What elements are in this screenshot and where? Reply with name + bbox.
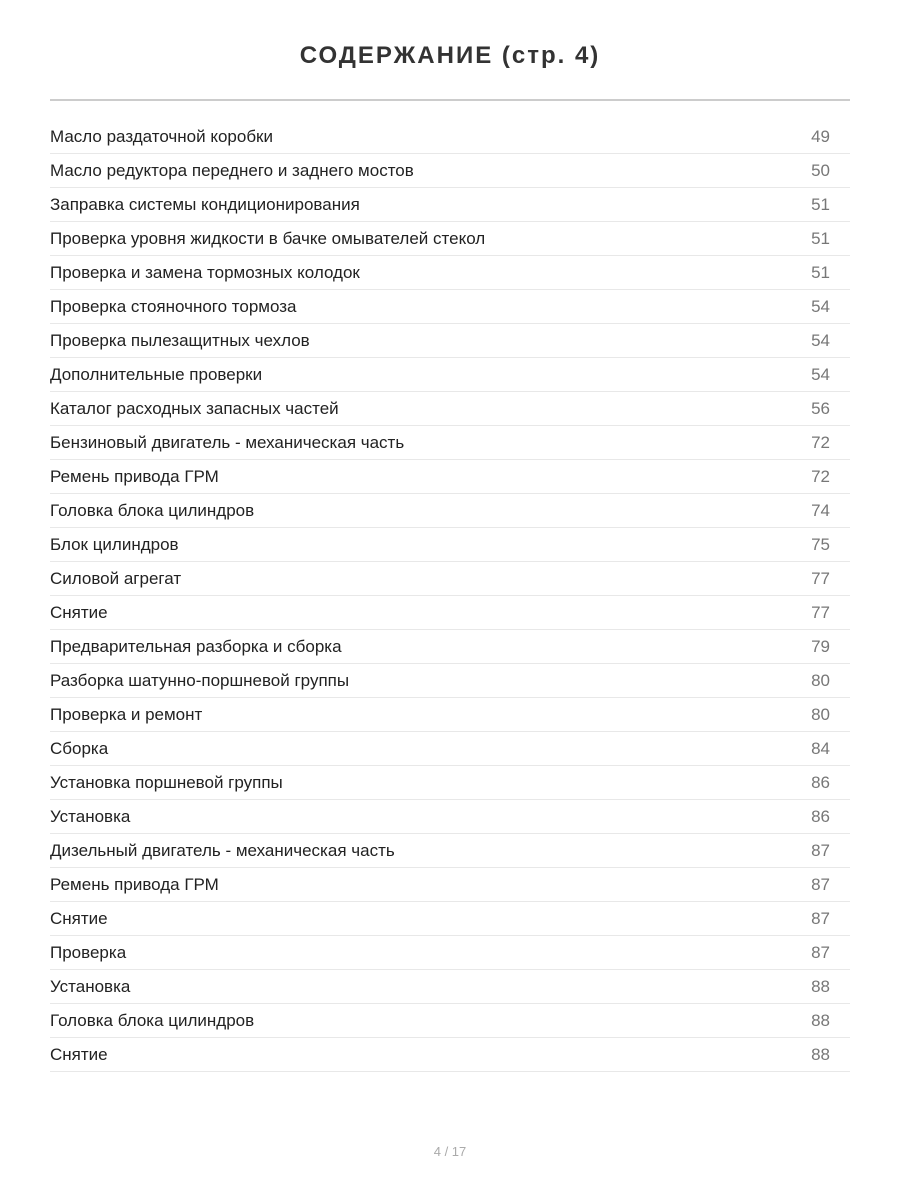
toc-entry[interactable]: Снятие 87: [50, 902, 850, 936]
toc-entry[interactable]: Дополнительные проверки 54: [50, 358, 850, 392]
toc-entry-title: Установка: [50, 976, 131, 996]
toc-entry-page: 88: [811, 976, 830, 996]
toc-entry-title: Заправка системы кондиционирования: [50, 194, 360, 214]
toc-entry-page: 88: [811, 1010, 830, 1030]
toc-entry-title: Снятие: [50, 1044, 108, 1064]
toc-entry[interactable]: Проверка уровня жидкости в бачке омывате…: [50, 222, 850, 256]
toc-entry[interactable]: Установка 88: [50, 970, 850, 1004]
toc-entry-title: Блок цилиндров: [50, 534, 179, 554]
toc-entry[interactable]: Разборка шатунно-поршневой группы 80: [50, 664, 850, 698]
toc-entry-title: Проверка: [50, 942, 127, 962]
toc-entry-page: 84: [811, 738, 830, 758]
toc-entry-page: 51: [811, 262, 830, 282]
toc-entry[interactable]: Установка поршневой группы 86: [50, 766, 850, 800]
toc-entry-page: 74: [811, 500, 830, 520]
toc-entry-title: Проверка и ремонт: [50, 704, 203, 724]
toc-entry-page: 80: [811, 670, 830, 690]
toc-entry[interactable]: Проверка и ремонт 80: [50, 698, 850, 732]
toc-entry-title: Установка поршневой группы: [50, 772, 283, 792]
toc-entry-title: Дизельный двигатель - механическая часть: [50, 840, 395, 860]
toc-list: Масло раздаточной коробки 49 Масло редукто…: [50, 120, 850, 1072]
toc-entry-page: 72: [811, 466, 830, 486]
toc-entry-title: Снятие: [50, 602, 108, 622]
toc-entry-page: 87: [811, 942, 830, 962]
toc-entry-title: Разборка шатунно-поршневой группы: [50, 670, 350, 690]
toc-entry[interactable]: Снятие 88: [50, 1038, 850, 1072]
toc-entry-title: Снятие: [50, 908, 108, 928]
toc-entry-page: 87: [811, 908, 830, 928]
toc-entry-title: Масло редуктора переднего и заднего мост…: [50, 160, 414, 180]
toc-entry[interactable]: Ремень привода ГРМ 72: [50, 460, 850, 494]
toc-entry-page: 87: [811, 874, 830, 894]
toc-entry-title: Головка блока цилиндров: [50, 1010, 255, 1030]
toc-entry-page: 54: [811, 296, 830, 316]
toc-entry-title: Головка блока цилиндров: [50, 500, 255, 520]
toc-entry[interactable]: Ремень привода ГРМ 87: [50, 868, 850, 902]
toc-entry-title: Сборка: [50, 738, 109, 758]
toc-entry-page: 54: [811, 364, 830, 384]
toc-entry-title: Каталог расходных запасных частей: [50, 398, 339, 418]
toc-entry[interactable]: Сборка 84: [50, 732, 850, 766]
toc-entry-title: Предварительная разборка и сборка: [50, 636, 342, 656]
toc-entry-title: Ремень привода ГРМ: [50, 874, 219, 894]
toc-entry-title: Бензиновый двигатель - механическая част…: [50, 432, 405, 452]
toc-entry[interactable]: Предварительная разборка и сборка 79: [50, 630, 850, 664]
toc-entry[interactable]: Каталог расходных запасных частей 56: [50, 392, 850, 426]
toc-entry-page: 75: [811, 534, 830, 554]
toc-entry-title: Ремень привода ГРМ: [50, 466, 219, 486]
toc-entry[interactable]: Проверка 87: [50, 936, 850, 970]
toc-entry-page: 72: [811, 432, 830, 452]
toc-entry[interactable]: Головка блока цилиндров 74: [50, 494, 850, 528]
toc-entry[interactable]: Головка блока цилиндров 88: [50, 1004, 850, 1038]
toc-entry-page: 77: [811, 568, 830, 588]
toc-entry-page: 79: [811, 636, 830, 656]
toc-entry-title: Установка: [50, 806, 131, 826]
toc-entry-page: 77: [811, 602, 830, 622]
toc-entry-title: Масло раздаточной коробки: [50, 126, 273, 146]
toc-entry-page: 88: [811, 1044, 830, 1064]
toc-entry[interactable]: Силовой агрегат 77: [50, 562, 850, 596]
toc-entry-page: 86: [811, 806, 830, 826]
toc-entry[interactable]: Проверка и замена тормозных колодок 51: [50, 256, 850, 290]
toc-entry-title: Проверка уровня жидкости в бачке омывате…: [50, 228, 486, 248]
toc-entry-page: 56: [811, 398, 830, 418]
page-indicator: 4 / 17: [433, 1144, 467, 1159]
toc-entry-page: 87: [811, 840, 830, 860]
toc-entry[interactable]: Блок цилиндров 75: [50, 528, 850, 562]
page-title: СОДЕРЖАНИЕ (стр. 4): [299, 42, 601, 69]
divider: [50, 99, 850, 101]
toc-entry-title: Силовой агрегат: [50, 568, 182, 588]
toc-entry[interactable]: Дизельный двигатель - механическая часть…: [50, 834, 850, 868]
toc-entry-title: Проверка и замена тормозных колодок: [50, 262, 360, 282]
toc-entry-page: 50: [811, 160, 830, 180]
toc-entry[interactable]: Снятие 77: [50, 596, 850, 630]
toc-entry-page: 51: [811, 228, 830, 248]
toc-entry-page: 49: [811, 126, 830, 146]
toc-entry[interactable]: Установка 86: [50, 800, 850, 834]
toc-entry-page: 51: [811, 194, 830, 214]
toc-entry-title: Дополнительные проверки: [50, 364, 263, 384]
toc-entry[interactable]: Проверка пылезащитных чехлов 54: [50, 324, 850, 358]
toc-entry-title: Проверка стояночного тормоза: [50, 296, 297, 316]
toc-entry-page: 54: [811, 330, 830, 350]
toc-entry-title: Проверка пылезащитных чехлов: [50, 330, 310, 350]
toc-entry[interactable]: Заправка системы кондиционирования 51: [50, 188, 850, 222]
toc-entry[interactable]: Бензиновый двигатель - механическая част…: [50, 426, 850, 460]
toc-entry[interactable]: Масло редуктора переднего и заднего мост…: [50, 154, 850, 188]
toc-entry-page: 86: [811, 772, 830, 792]
toc-entry[interactable]: Масло раздаточной коробки 49: [50, 120, 850, 154]
toc-entry-page: 80: [811, 704, 830, 724]
toc-entry[interactable]: Проверка стояночного тормоза 54: [50, 290, 850, 324]
